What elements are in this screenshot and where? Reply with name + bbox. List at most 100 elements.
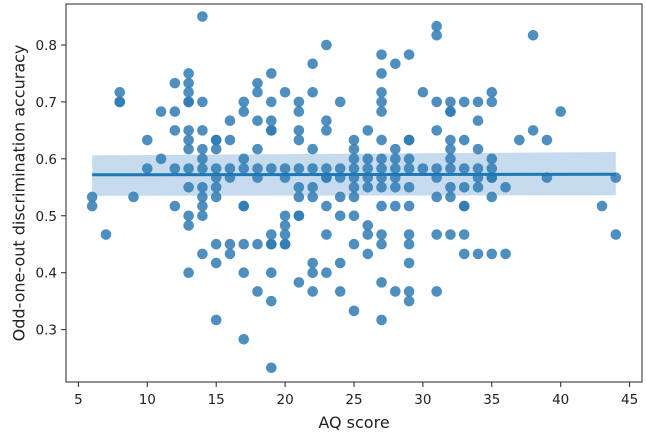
data-point (458, 182, 470, 193)
data-point (334, 210, 346, 222)
data-point (472, 96, 484, 108)
data-point (238, 267, 250, 279)
data-point (362, 125, 374, 136)
x-tick-label: 5 (74, 392, 83, 408)
y-tick-label: 0.3 (36, 323, 57, 339)
data-point (307, 182, 318, 193)
data-point (376, 200, 387, 212)
data-point (458, 248, 470, 260)
x-tick-label: 35 (483, 392, 500, 408)
data-point (279, 229, 291, 240)
data-point (334, 257, 346, 269)
data-point (307, 191, 318, 203)
data-point (390, 286, 401, 297)
data-point (445, 229, 456, 240)
data-point (100, 229, 112, 240)
data-point (458, 229, 470, 240)
data-point (403, 238, 415, 250)
data-point (210, 314, 222, 326)
data-point (472, 115, 484, 126)
data-point (183, 220, 194, 231)
data-point (224, 248, 236, 260)
data-point (169, 163, 181, 174)
data-point (238, 153, 250, 165)
data-point (334, 163, 346, 174)
data-point (348, 210, 360, 222)
data-point (114, 96, 126, 108)
data-point (86, 200, 98, 212)
data-point (293, 163, 305, 174)
data-point (431, 191, 442, 203)
data-point (348, 134, 360, 146)
data-point (169, 77, 181, 89)
x-tick-label: 40 (552, 392, 569, 408)
plot-frame (65, 3, 643, 383)
data-point (252, 286, 263, 297)
data-point (610, 229, 622, 240)
x-tick-label: 30 (414, 392, 431, 408)
data-point (266, 238, 277, 250)
data-point (348, 305, 360, 317)
data-point (307, 286, 318, 297)
data-point (197, 153, 208, 165)
data-point (472, 248, 484, 260)
data-point (197, 11, 208, 22)
data-point (362, 229, 374, 240)
data-point (238, 106, 250, 117)
data-point (403, 286, 415, 297)
data-point (210, 182, 222, 193)
data-point (197, 182, 208, 193)
data-point (183, 134, 194, 146)
plot-area (86, 11, 622, 374)
data-point (307, 257, 318, 269)
data-point (321, 115, 332, 126)
data-point (307, 86, 318, 98)
data-point (252, 86, 263, 98)
data-point (417, 163, 429, 174)
data-point (403, 200, 415, 212)
data-point (279, 238, 291, 250)
data-point (445, 96, 456, 108)
data-point (183, 125, 194, 136)
data-point (279, 163, 291, 174)
x-tick-label: 25 (345, 392, 362, 408)
data-point (266, 295, 277, 307)
data-point (500, 248, 511, 260)
data-point (362, 163, 374, 174)
data-point (155, 106, 167, 117)
data-point (321, 200, 332, 212)
y-tick-label: 0.4 (36, 266, 57, 282)
data-point (266, 163, 277, 174)
y-tick-label: 0.8 (36, 38, 57, 54)
x-tick-label: 15 (208, 392, 225, 408)
data-point (486, 163, 498, 174)
data-point (307, 163, 318, 174)
data-point (431, 125, 442, 136)
data-point (252, 238, 263, 250)
data-point (348, 182, 360, 193)
data-point (376, 49, 387, 60)
data-point (183, 210, 194, 222)
data-point (445, 153, 456, 165)
data-point (266, 115, 277, 126)
y-tick-label: 0.6 (36, 152, 57, 168)
data-point (362, 153, 374, 165)
data-point (197, 248, 208, 260)
data-point (224, 134, 236, 146)
data-point (486, 96, 498, 108)
data-point (458, 134, 470, 146)
data-point (458, 163, 470, 174)
data-point (431, 20, 442, 32)
data-point (197, 143, 208, 155)
data-point (486, 86, 498, 98)
data-point (348, 191, 360, 203)
data-point (334, 191, 346, 203)
data-point (527, 30, 539, 41)
data-point (390, 143, 401, 155)
data-point (321, 125, 332, 136)
data-point (279, 210, 291, 222)
data-point (293, 134, 305, 146)
data-point (376, 238, 387, 250)
y-tick-label: 0.5 (36, 209, 57, 225)
